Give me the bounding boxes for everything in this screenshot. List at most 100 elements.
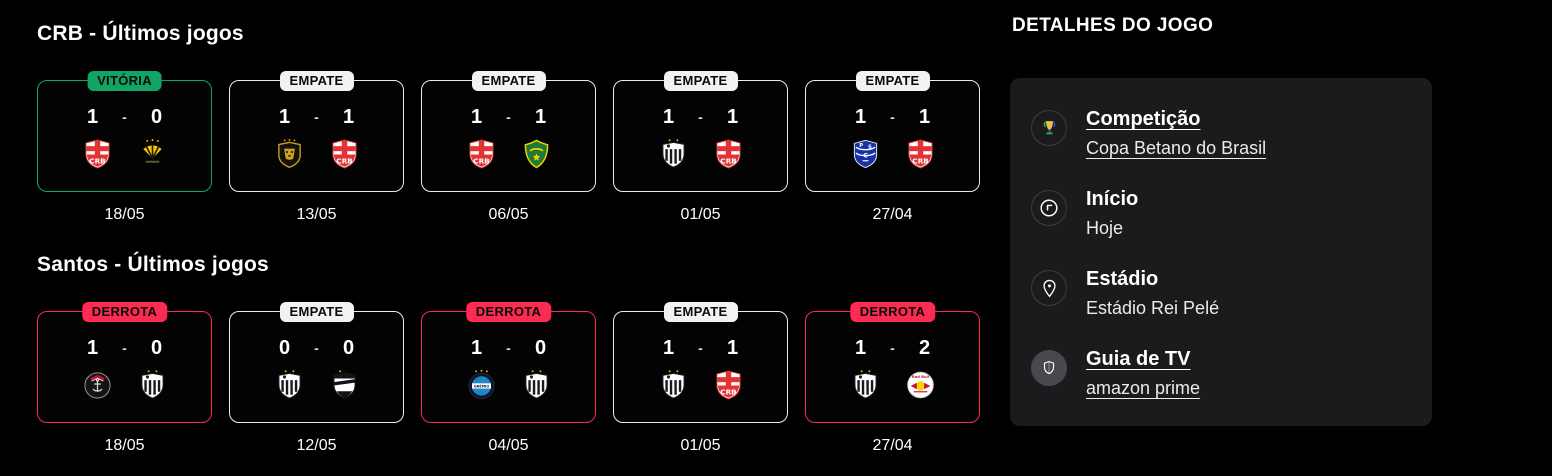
recent-form-column: CRB - Últimos jogos VITÓRIA 1 - 0 CRB 18/05 EMP… (37, 20, 987, 476)
recent-form-section: CRB - Últimos jogos VITÓRIA 1 - 0 CRB 18/05 EMP… (37, 20, 987, 224)
shield-icon (1040, 359, 1058, 377)
crb-logo: CRB (712, 137, 745, 170)
team-logos-row: P S C CRB (806, 137, 979, 170)
match-details-panel: DETALHES DO JOGO Competição Copa Betano d… (1010, 14, 1432, 426)
svg-text:C: C (863, 152, 868, 159)
match-date: 04/05 (488, 437, 529, 454)
detail-value: Hoje (1086, 218, 1124, 238)
detail-label[interactable]: Guia de TV (1086, 348, 1191, 370)
crb-logo: CRB (712, 368, 745, 401)
result-badge: DERROTA (465, 302, 552, 322)
detail-value[interactable]: amazon prime (1086, 378, 1201, 398)
home-score: 1 (86, 106, 99, 128)
trophy-icon-circle (1031, 110, 1067, 146)
match-card-wrap: DERROTA 1 - 0 GRÊMIO 04/05 (421, 302, 596, 455)
detail-label: Início (1086, 188, 1139, 210)
match-card[interactable]: EMPATE 1 - 1 P S C CRB (805, 71, 980, 192)
score-row: 1 - 0 (422, 338, 595, 358)
score-separator: - (506, 109, 511, 125)
santos-logo (849, 368, 882, 401)
score-separator: - (122, 340, 127, 356)
score-row: 1 - 0 (38, 338, 211, 358)
detail-value: Estádio Rei Pelé (1086, 298, 1220, 318)
match-date: 18/05 (104, 206, 145, 223)
away-score: 1 (918, 106, 931, 128)
team-logos-row (230, 368, 403, 401)
match-card[interactable]: DERROTA 1 - 0 (37, 302, 212, 423)
home-score: 1 (854, 106, 867, 128)
score-row: 1 - 1 (806, 107, 979, 127)
team-logos-row: CRB (38, 137, 211, 170)
crb-logo: CRB (904, 137, 937, 170)
match-card[interactable]: EMPATE 1 - 1 CRB (421, 71, 596, 192)
svg-text:CRB: CRB (89, 157, 106, 166)
score-row: 1 - 1 (614, 338, 787, 358)
score-row: 1 - 1 (230, 107, 403, 127)
detail-item: Estádio Estádio Rei Pelé (1031, 266, 1408, 320)
score-separator: - (506, 340, 511, 356)
score-separator: - (890, 109, 895, 125)
shield-icon-circle (1031, 350, 1067, 386)
cuiaba-logo (520, 137, 553, 170)
score-separator: - (122, 109, 127, 125)
team-logos-row: CRB (422, 137, 595, 170)
score-row: 1 - 1 (614, 107, 787, 127)
match-card[interactable]: EMPATE 0 - 0 (229, 302, 404, 423)
score-row: 0 - 0 (230, 338, 403, 358)
location-pin-icon-circle (1031, 270, 1067, 306)
away-score: 1 (726, 337, 739, 359)
match-card[interactable]: VITÓRIA 1 - 0 CRB (37, 71, 212, 192)
svg-text:CRB: CRB (473, 157, 490, 166)
team-logos-row (38, 368, 211, 401)
match-card[interactable]: EMPATE 1 - 1 CRB (613, 71, 788, 192)
clock-icon (1038, 197, 1060, 219)
crb-logo: CRB (328, 137, 361, 170)
detail-label: Estádio (1086, 268, 1159, 290)
score-row: 1 - 0 (38, 107, 211, 127)
details-card: Competição Copa Betano do Brasil Início Hoj… (1010, 78, 1432, 426)
match-date: 01/05 (680, 206, 721, 223)
match-card[interactable]: DERROTA 1 - 2 Red Bull (805, 302, 980, 423)
score-row: 1 - 2 (806, 338, 979, 358)
result-badge: EMPATE (279, 71, 354, 91)
detail-label[interactable]: Competição (1086, 108, 1201, 130)
recent-form-section: Santos - Últimos jogos DERROTA 1 - 0 18/05 EMP… (37, 251, 987, 455)
santos-logo (136, 368, 169, 401)
santos-logo (520, 368, 553, 401)
home-score: 1 (278, 106, 291, 128)
home-score: 1 (662, 337, 675, 359)
score-separator: - (698, 109, 703, 125)
match-card-wrap: EMPATE 1 - 1 CRB 13/05 (229, 71, 404, 224)
match-card[interactable]: EMPATE 1 - 1 CRB (613, 302, 788, 423)
match-card-wrap: EMPATE 0 - 0 12/05 (229, 302, 404, 455)
home-score: 1 (662, 106, 675, 128)
match-card-wrap: EMPATE 1 - 1 P S C CRB 27/04 (805, 71, 980, 224)
svg-text:P: P (859, 143, 863, 149)
team-logos-row: GRÊMIO (422, 368, 595, 401)
score-separator: - (314, 109, 319, 125)
novorizontino-logo (273, 137, 306, 170)
away-score: 0 (534, 337, 547, 359)
away-score: 1 (534, 106, 547, 128)
detail-text: Início Hoje (1086, 186, 1138, 240)
match-date: 06/05 (488, 206, 529, 223)
gremio-logo: GRÊMIO (465, 368, 498, 401)
detail-item: Guia de TV amazon prime (1031, 346, 1408, 400)
match-card-wrap: EMPATE 1 - 1 CRB 06/05 (421, 71, 596, 224)
detail-value[interactable]: Copa Betano do Brasil (1086, 138, 1267, 158)
match-card[interactable]: DERROTA 1 - 0 GRÊMIO (421, 302, 596, 423)
match-card-wrap: VITÓRIA 1 - 0 CRB 18/05 (37, 71, 212, 224)
match-card-wrap: DERROTA 1 - 2 Red Bull 27/04 (805, 302, 980, 455)
match-card-wrap: EMPATE 1 - 1 CRB 01/05 (613, 302, 788, 455)
home-score: 0 (278, 337, 291, 359)
match-cards-row: DERROTA 1 - 0 18/05 EMPATE 0 - 0 12/05 DERROTA 1 - 0 G… (37, 302, 987, 455)
clock-icon-circle (1031, 190, 1067, 226)
away-score: 1 (342, 106, 355, 128)
match-date: 27/04 (872, 206, 913, 223)
match-card[interactable]: EMPATE 1 - 1 CRB (229, 71, 404, 192)
score-row: 1 - 1 (422, 107, 595, 127)
crb-logo: CRB (465, 137, 498, 170)
team-logos-row: CRB (230, 137, 403, 170)
detail-text: Estádio Estádio Rei Pelé (1086, 266, 1219, 320)
result-badge: DERROTA (81, 302, 168, 322)
